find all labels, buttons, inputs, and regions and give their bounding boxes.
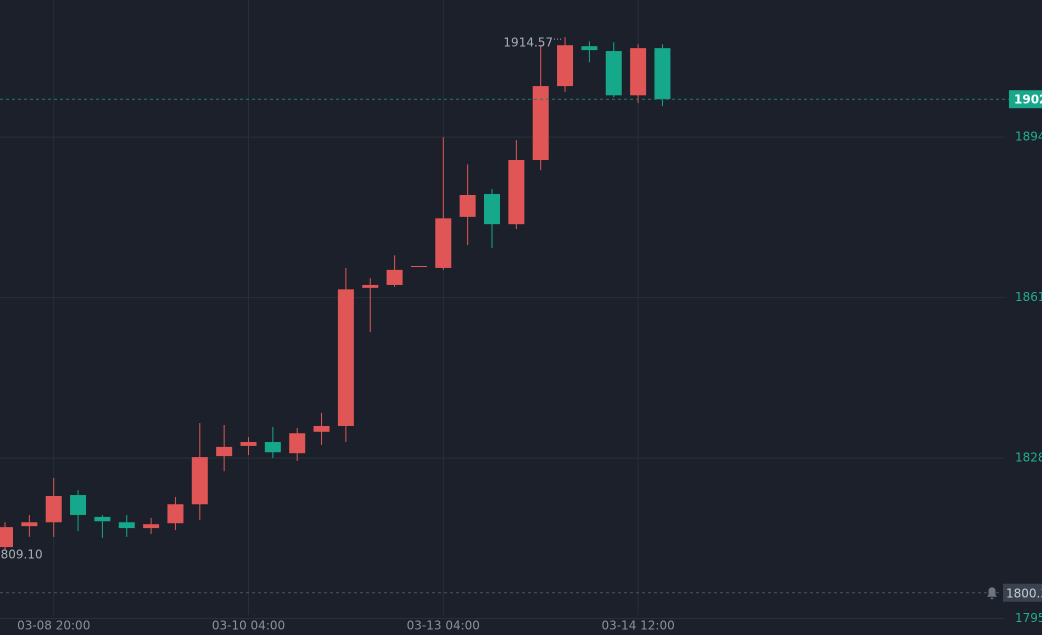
candle-body — [386, 269, 403, 285]
alert-bell — [987, 587, 997, 600]
candle-body — [240, 442, 257, 446]
candle-body — [605, 51, 622, 96]
candle-body — [167, 504, 184, 524]
candle-body — [410, 265, 427, 267]
y-tick-label: 1828 — [1015, 451, 1042, 465]
y-tick-label: 1894 — [1015, 130, 1042, 144]
candle-body — [362, 284, 379, 288]
candle-body — [459, 194, 476, 217]
candle-body — [484, 194, 500, 225]
candle-body — [557, 45, 574, 87]
candle-body — [289, 433, 306, 454]
x-tick-label: 03-10 04:00 — [212, 619, 285, 633]
candle-body — [630, 48, 647, 96]
last-price-box — [1009, 90, 1042, 109]
high-label: 1914.57 — [503, 36, 553, 50]
x-tick-label: 03-14 12:00 — [601, 619, 674, 633]
candle-body — [45, 496, 62, 523]
candle-body — [337, 289, 354, 426]
alert-label-box — [1003, 583, 1042, 602]
x-tick-label: 03-13 04:00 — [407, 619, 480, 633]
candle-body — [435, 218, 452, 268]
x-tick-label: 03-08 20:00 — [17, 619, 90, 633]
y-tick-label: 1861 — [1015, 290, 1042, 304]
candle-body — [0, 527, 13, 548]
candle-body — [654, 48, 671, 100]
y-tick-label: 1795 — [1015, 611, 1042, 625]
candle-body — [264, 442, 281, 453]
candle-body — [21, 522, 38, 527]
candle-body — [532, 86, 549, 160]
candle-body — [70, 495, 87, 515]
last-price-label: 1902 — [1014, 93, 1042, 107]
candle-body — [143, 524, 160, 529]
candle-body — [216, 446, 233, 457]
low-label: 1809.10 — [0, 547, 43, 561]
alert-label: 1800.3 — [1006, 586, 1042, 600]
candle-body — [191, 457, 208, 505]
candle-body — [313, 425, 330, 432]
candle-body — [581, 46, 598, 51]
candle-body — [118, 522, 135, 529]
candle-body — [508, 159, 525, 225]
candle-body — [94, 516, 111, 522]
